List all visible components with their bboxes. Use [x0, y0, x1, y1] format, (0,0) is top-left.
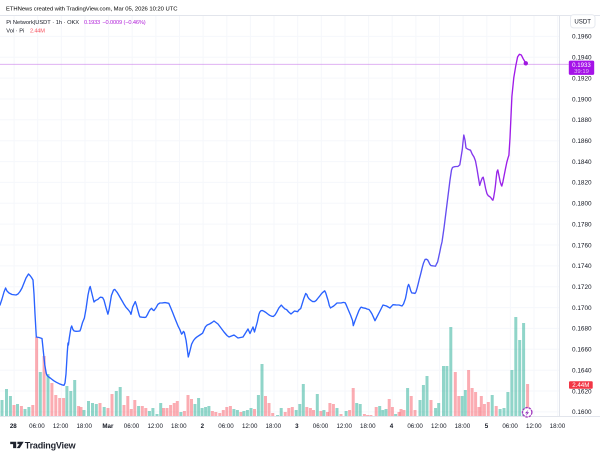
- svg-text:0.1840: 0.1840: [572, 159, 592, 166]
- svg-text:39:19: 39:19: [574, 69, 589, 75]
- svg-text:0.1820: 0.1820: [572, 180, 592, 187]
- svg-text:4: 4: [390, 423, 394, 430]
- svg-text:2.44M: 2.44M: [572, 382, 589, 389]
- svg-text:0.1933: 0.1933: [84, 20, 100, 26]
- svg-text:18:00: 18:00: [171, 423, 187, 430]
- svg-text:12:00: 12:00: [242, 423, 258, 430]
- svg-text:3: 3: [295, 423, 299, 430]
- svg-text:06:00: 06:00: [29, 423, 45, 430]
- svg-text:Mar: Mar: [102, 423, 114, 430]
- svg-text:06:00: 06:00: [218, 423, 234, 430]
- svg-text:06:00: 06:00: [407, 423, 423, 430]
- svg-text:0.1760: 0.1760: [572, 242, 592, 249]
- svg-text:06:00: 06:00: [313, 423, 329, 430]
- svg-text:TradingView: TradingView: [25, 440, 77, 450]
- svg-text:18:00: 18:00: [266, 423, 282, 430]
- svg-text:0.1640: 0.1640: [572, 368, 592, 375]
- svg-text:2: 2: [201, 423, 205, 430]
- svg-text:06:00: 06:00: [124, 423, 140, 430]
- svg-text:0.1940: 0.1940: [572, 55, 592, 62]
- svg-text:0.1880: 0.1880: [572, 117, 592, 124]
- svg-text:0.1960: 0.1960: [572, 34, 592, 41]
- svg-text:0.1800: 0.1800: [572, 201, 592, 208]
- svg-text:0.1660: 0.1660: [572, 347, 592, 354]
- svg-text:0.1860: 0.1860: [572, 138, 592, 145]
- svg-text:12:00: 12:00: [526, 423, 542, 430]
- svg-text:Pi Network|USDT · 1h · OKX: Pi Network|USDT · 1h · OKX: [6, 20, 79, 26]
- svg-text:28: 28: [10, 423, 17, 430]
- svg-text:0.1720: 0.1720: [572, 284, 592, 291]
- svg-text:0.1740: 0.1740: [572, 263, 592, 270]
- svg-text:Vol · Pi: Vol · Pi: [6, 29, 24, 35]
- svg-text:2.44M: 2.44M: [30, 29, 45, 35]
- svg-text:12:00: 12:00: [336, 423, 352, 430]
- svg-text:ETHNews created with TradingVi: ETHNews created with TradingView.com, Ma…: [6, 7, 178, 13]
- svg-text:0.1600: 0.1600: [572, 409, 592, 416]
- svg-text:18:00: 18:00: [76, 423, 92, 430]
- svg-text:0.1920: 0.1920: [572, 75, 592, 82]
- svg-text:0.1780: 0.1780: [572, 221, 592, 228]
- svg-text:0.1900: 0.1900: [572, 96, 592, 103]
- svg-text:12:00: 12:00: [147, 423, 163, 430]
- svg-text:0.1620: 0.1620: [572, 388, 592, 395]
- svg-text:18:00: 18:00: [550, 423, 566, 430]
- svg-text:12:00: 12:00: [53, 423, 69, 430]
- svg-text:5: 5: [485, 423, 489, 430]
- svg-text:−0.0009 (−0.46%): −0.0009 (−0.46%): [102, 20, 145, 26]
- svg-text:06:00: 06:00: [502, 423, 518, 430]
- svg-text:18:00: 18:00: [455, 423, 471, 430]
- svg-text:0.1700: 0.1700: [572, 305, 592, 312]
- svg-text:0.1933: 0.1933: [572, 62, 591, 69]
- svg-text:0.1680: 0.1680: [572, 326, 592, 333]
- svg-text:18:00: 18:00: [360, 423, 376, 430]
- svg-text:12:00: 12:00: [431, 423, 447, 430]
- svg-text:USDT: USDT: [574, 19, 591, 26]
